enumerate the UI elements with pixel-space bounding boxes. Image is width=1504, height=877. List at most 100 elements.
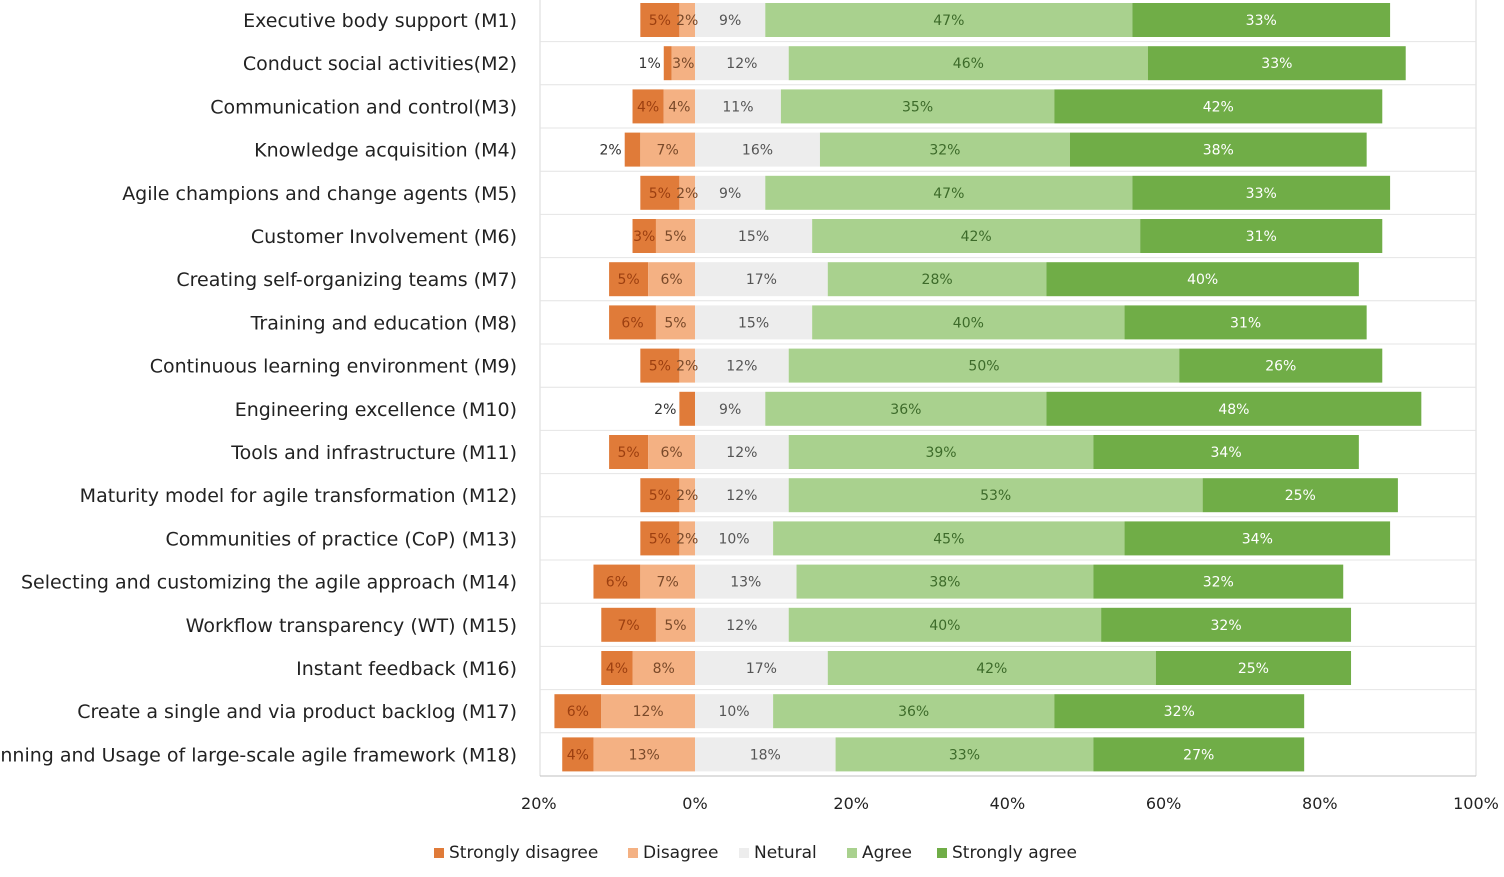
bar-agree: Create a single and via product backlog … (773, 694, 1055, 729)
bar-agree: Tools and infrastructure (M11) — Agree: … (788, 435, 1094, 469)
bar-strongly-agree: Conduct social activities(M2) — Strongly… (1147, 46, 1406, 81)
bar-agree: Knowledge acquisition (M4) — Agree: 32% (819, 132, 1070, 167)
bar-disagree: Selecting and customizing the agile appr… (640, 564, 695, 599)
data-label: 32% (1211, 618, 1242, 634)
bar-strongly-agree: Agile champions and change agents (M5) —… (1132, 175, 1391, 210)
data-label: 33% (1246, 13, 1277, 29)
bar-netural: Workflow transparency (WT) (M15) — Netur… (695, 607, 789, 642)
data-label: 25% (1238, 661, 1269, 677)
data-label: 9% (719, 402, 741, 418)
data-label: 6% (606, 575, 628, 591)
chart-category-labels: Executive body support (M1) Conduct socia… (0, 10, 517, 766)
bar-netural: Agile champions and change agents (M5) —… (695, 175, 766, 210)
data-label: 15% (738, 315, 769, 331)
bar-disagree: Continuous learning environment (M9) — D… (679, 348, 695, 383)
chart-data-labels: 5% 2% 9% 47% 33% 1% 3% 12% 46% 33% 4% 4% 11% 35% 42% 2%… (567, 13, 1316, 763)
bar-strongly-agree: Instant feedback (M16) — Strongly agree:… (1155, 651, 1352, 685)
data-label: 8% (653, 661, 675, 677)
category-label: Engineering excellence (M10) (235, 399, 517, 421)
data-label: 10% (718, 531, 749, 547)
chart-x-ticks: 20% 0% 20% 40% 60% 80% 100% (521, 794, 1499, 813)
bar-strongly-disagree: Create a single and via product backlog … (554, 694, 602, 729)
data-label: 12% (633, 704, 664, 720)
x-tick-label: 80% (1302, 794, 1338, 813)
data-label: 3% (672, 56, 694, 72)
bar-agree: Conduct social activities(M2) — Agree: 4… (788, 46, 1148, 81)
legend-swatch (937, 848, 947, 858)
category-label: Maturity model for agile transformation … (80, 485, 517, 507)
data-label: 5% (664, 315, 686, 331)
category-label: Continuous learning environment (M9) (150, 356, 517, 378)
data-label: 2% (676, 13, 698, 29)
data-label: 40% (1187, 272, 1218, 288)
bar-strongly-agree: Communities of practice (CoP) (M13) — St… (1124, 521, 1391, 556)
bar-agree: Continuous learning environment (M9) — A… (788, 348, 1180, 383)
bar-strongly-agree: Communication and control(M3) — Strongly… (1054, 89, 1383, 124)
data-label: 47% (933, 13, 964, 29)
data-label: 11% (722, 99, 753, 115)
data-label: 7% (618, 618, 640, 634)
bar-strongly-disagree: Maturity model for agile transformation … (640, 478, 680, 513)
bar-agree: Communities of practice (CoP) (M13) — Ag… (773, 521, 1125, 556)
chart-gridlines (539, 0, 1477, 777)
data-label: 27% (1183, 747, 1214, 763)
data-label: 2% (654, 402, 676, 418)
bar-disagree: Communication and control(M3) — Disagree… (663, 89, 695, 124)
bar-strongly-agree: Workflow transparency (WT) (M15) — Stron… (1101, 607, 1352, 642)
bar-strongly-agree: Maturity model for agile transformation … (1202, 478, 1398, 513)
category-label: Creating self-organizing teams (M7) (176, 269, 517, 291)
data-label: 32% (929, 143, 960, 159)
bar-agree: Selecting and customizing the agile appr… (796, 564, 1094, 599)
bar-strongly-disagree: Agile champions and change agents (M5) —… (640, 175, 680, 210)
data-label: 5% (649, 531, 671, 547)
category-label: Selecting and customizing the agile appr… (21, 572, 517, 594)
data-label: 48% (1218, 402, 1249, 418)
bar-netural: Create a single and via product backlog … (695, 694, 774, 729)
legend-label: Strongly agree (952, 843, 1077, 863)
bar-strongly-agree: Executive body support (M1) — Strongly a… (1132, 3, 1391, 37)
data-label: 10% (718, 704, 749, 720)
bar-agree: Creating self-organizing teams (M7) — Ag… (827, 262, 1047, 297)
data-label: 53% (980, 488, 1011, 504)
data-label: 32% (1164, 704, 1195, 720)
data-label: 33% (1246, 186, 1277, 202)
data-label: 35% (902, 99, 933, 115)
bar-disagree: Tools and infrastructure (M11) — Disagre… (648, 435, 695, 469)
bar-strongly-disagree: Executive body support (M1) — Strongly d… (640, 3, 680, 37)
x-tick-label: 20% (521, 794, 557, 813)
bar-strongly-agree: Training and education (M8) — Strongly a… (1124, 305, 1367, 340)
data-label: 47% (933, 186, 964, 202)
bar-netural: Creating self-organizing teams (M7) — Ne… (695, 262, 828, 297)
data-label: 12% (726, 445, 757, 461)
bar-strongly-disagree: Communication and control(M3) — Strongly… (632, 89, 664, 124)
data-label: 12% (726, 56, 757, 72)
bar-strongly-disagree: Workflow transparency (WT) (M15) — Stron… (601, 607, 656, 642)
x-tick-label: 20% (833, 794, 869, 813)
bar-disagree: Knowledge acquisition (M4) — Disagree: 7… (640, 132, 695, 167)
category-label: Instant feedback (M16) (296, 658, 517, 680)
data-label: 31% (1246, 229, 1277, 245)
data-label: 2% (599, 143, 621, 159)
bar-strongly-agree: Selecting and customizing the agile appr… (1093, 564, 1344, 599)
data-label: 42% (961, 229, 992, 245)
bar-disagree: Maturity model for agile transformation … (679, 478, 695, 513)
data-label: 5% (649, 13, 671, 29)
data-label: 5% (664, 229, 686, 245)
data-label: 4% (668, 99, 690, 115)
bar-strongly-agree: Knowledge acquisition (M4) — Strongly ag… (1069, 132, 1367, 167)
category-label: Tools and infrastructure (M11) (230, 442, 517, 464)
bar-netural: Selecting and customizing the agile appr… (695, 564, 797, 599)
bar-disagree: Agile champions and change agents (M5) —… (679, 175, 695, 210)
category-label: Create a single and via product backlog … (77, 701, 517, 723)
data-label: 2% (676, 488, 698, 504)
category-label: Planning and Usage of large-scale agile … (0, 744, 517, 766)
bar-disagree: Creating self-organizing teams (M7) — Di… (648, 262, 695, 297)
data-label: 32% (1203, 575, 1234, 591)
category-label: Communities of practice (CoP) (M13) (166, 528, 517, 550)
data-label: 28% (922, 272, 953, 288)
bar-netural: Knowledge acquisition (M4) — Netural: 16… (695, 132, 820, 167)
data-label: 6% (660, 272, 682, 288)
data-label: 9% (719, 186, 741, 202)
category-label: Knowledge acquisition (M4) (254, 140, 517, 162)
data-label: 31% (1230, 315, 1261, 331)
